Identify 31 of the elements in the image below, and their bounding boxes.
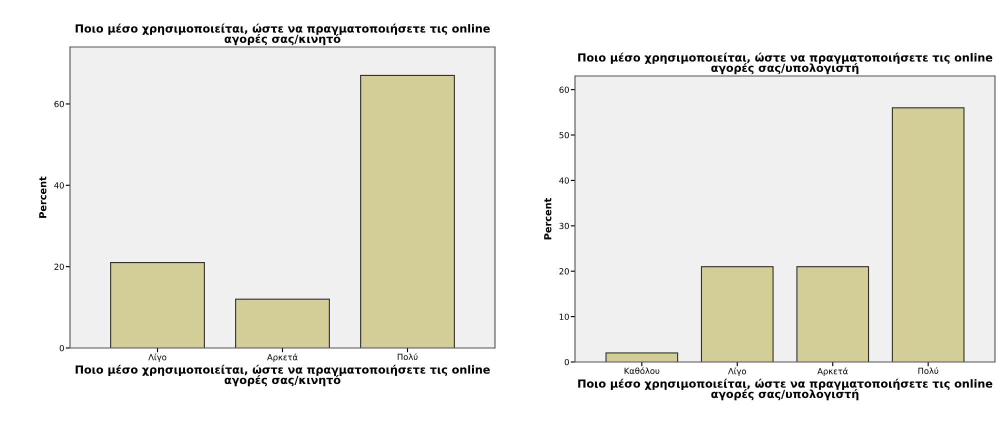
bar [110, 262, 205, 348]
y-tick-label: 50 [559, 132, 569, 138]
y-tick-label: 40 [559, 177, 569, 184]
bar [360, 74, 455, 348]
bar [700, 266, 774, 362]
y-tick-label: 0 [564, 358, 569, 366]
y-axis-title: Percent [39, 176, 46, 218]
chart-title: Ποιο μέσο χρησιμοποιείται, ώστε να πραγματοποιήσετε τις online αγορές σας/κινητό [76, 24, 490, 46]
bar [235, 298, 330, 348]
x-axis-title: Ποιο μέσο χρησιμοποιείται, ώστε να πραγματοποιήσετε τις online αγορές σας/υπολογιστή [578, 378, 992, 400]
y-tick-label: 20 [559, 268, 569, 274]
bar [605, 352, 678, 362]
x-tick-label: Αρκετά [817, 368, 848, 376]
x-axis-title: Ποιο μέσο χρησιμοποιείται, ώστε να πραγματοποιήσετε τις online αγορές σας/κινητό [76, 364, 490, 386]
chart-title: Ποιο μέσο χρησιμοποιείται, ώστε να πραγματοποιήσετε τις online αγορές σας/υπολογιστή [578, 52, 992, 74]
x-tick-label: Αρκετά [267, 354, 298, 362]
x-tick-label: Πολύ [918, 367, 938, 374]
x-tick-label: Λίγο [148, 354, 166, 362]
y-tick-label: 60 [54, 100, 64, 108]
y-tick-label: 0 [60, 344, 64, 352]
bar [796, 266, 870, 362]
x-tick-label: Πολύ [398, 353, 418, 360]
y-tick-label: 60 [559, 86, 569, 93]
y-tick-label: 10 [560, 314, 569, 320]
y-axis-title: Percent [544, 198, 552, 240]
x-tick-label: Καθόλου [624, 367, 660, 374]
y-tick-label: 40 [54, 182, 64, 189]
y-tick-label: 30 [559, 222, 569, 230]
x-tick-label: Λίγο [728, 368, 746, 376]
bar [892, 107, 965, 362]
y-tick-label: 20 [54, 264, 64, 270]
